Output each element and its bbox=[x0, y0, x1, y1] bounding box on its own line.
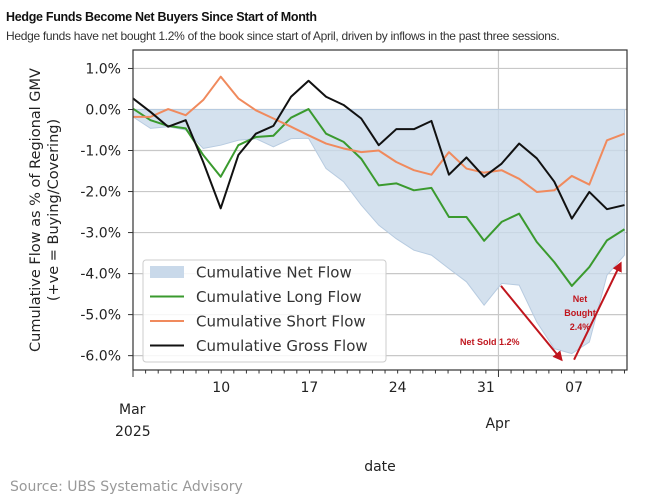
annotation-net-bought: Net bbox=[573, 294, 588, 304]
legend-box bbox=[142, 259, 387, 363]
source-note: Source: UBS Systematic Advisory bbox=[10, 479, 243, 495]
chart-subtitle: Hedge funds have net bought 1.2% of the … bbox=[6, 29, 560, 43]
annotation-net-bought: Bought bbox=[564, 308, 596, 318]
y-axis-subtitle: (+ve = Buying/Covering) bbox=[46, 119, 62, 301]
y-tick-label: -2.0% bbox=[80, 185, 121, 201]
plot-frame bbox=[132, 49, 628, 371]
x-month-label: Apr bbox=[485, 416, 509, 432]
annotation-arrow bbox=[573, 261, 622, 361]
y-tick-label: -3.0% bbox=[80, 226, 121, 242]
legend-label: Cumulative Gross Flow bbox=[196, 337, 368, 355]
x-year-label: 2025 bbox=[115, 424, 151, 440]
chart-title: Hedge Funds Become Net Buyers Since Star… bbox=[6, 10, 317, 24]
y-axis-title: Cumulative Flow as % of Regional GMV bbox=[28, 68, 44, 352]
y-tick-label: -4.0% bbox=[80, 267, 121, 283]
cumulative-gross-flow-line bbox=[132, 79, 625, 220]
x-axis-title: date bbox=[364, 459, 396, 475]
x-tick-label: 07 bbox=[565, 380, 583, 396]
x-tick-label: 24 bbox=[389, 380, 407, 396]
legend-label: Cumulative Short Flow bbox=[196, 313, 366, 331]
y-tick-label: -5.0% bbox=[80, 308, 121, 324]
annotation-net-sold: Net Sold 1.2% bbox=[460, 337, 520, 347]
y-tick-label: 1.0% bbox=[85, 61, 121, 77]
cumulative-short-flow-line bbox=[133, 75, 625, 193]
cumulative-long-flow-line bbox=[132, 107, 626, 287]
annotation-net-bought: 2.4% bbox=[570, 322, 591, 332]
y-tick-label: -6.0% bbox=[80, 349, 121, 365]
y-tick-label: -1.0% bbox=[80, 144, 121, 160]
x-tick-label: 10 bbox=[212, 380, 230, 396]
legend-label: Cumulative Long Flow bbox=[196, 288, 362, 306]
x-month-label: Mar bbox=[119, 402, 146, 418]
x-tick-label: 31 bbox=[477, 380, 495, 396]
legend-label: Cumulative Net Flow bbox=[196, 264, 352, 282]
y-tick-label: 0.0% bbox=[85, 102, 121, 118]
annotation-arrow bbox=[500, 285, 563, 362]
legend-swatch-area bbox=[150, 266, 184, 278]
x-tick-label: 17 bbox=[301, 380, 319, 396]
